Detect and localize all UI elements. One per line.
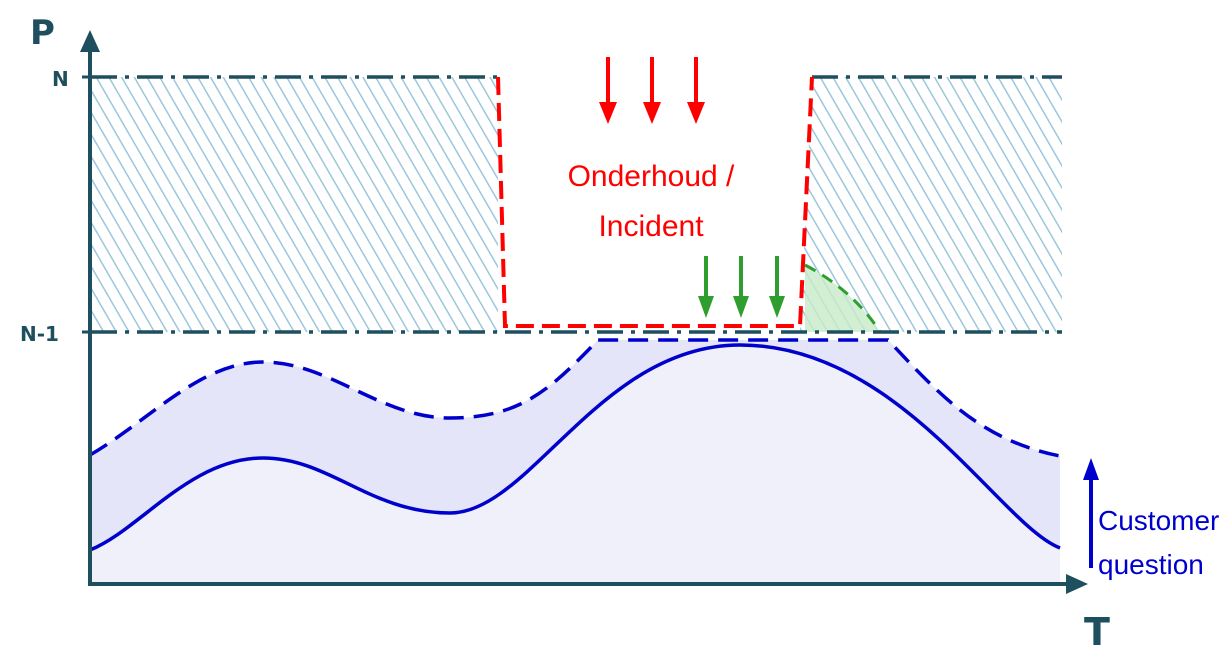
base-demand-curve	[89, 343, 1061, 552]
green-down-arrow-icon	[698, 256, 714, 318]
green-down-arrow-icon	[769, 256, 785, 318]
capacity-hatch-right	[800, 77, 1062, 332]
outage-outline	[496, 76, 814, 328]
y-axis-arrow-icon	[80, 30, 100, 52]
event-label-line2: Incident	[598, 210, 704, 243]
blue-up-arrow-icon	[1083, 458, 1099, 568]
x-axis-arrow-icon	[1066, 574, 1088, 594]
green-down-arrow-icon	[733, 256, 749, 318]
red-down-arrow-icon	[687, 57, 705, 124]
customer-label-line1: Customer	[1098, 505, 1219, 536]
red-down-arrow-icon	[599, 57, 617, 124]
level-label-n: N	[52, 67, 69, 91]
recovery-curve	[804, 263, 882, 333]
x-axis-label: T	[1084, 610, 1110, 652]
recovery-wedge	[805, 265, 880, 332]
capacity-hatch-left	[91, 77, 498, 332]
level-label-n-minus-1: N-1	[20, 322, 59, 346]
base-demand-fill	[90, 345, 1060, 582]
event-label-line1: Onderhoud /	[568, 160, 735, 193]
red-down-arrow-icon	[643, 57, 661, 124]
y-axis-label: P	[30, 13, 55, 53]
customer-label-line2: question	[1098, 549, 1204, 580]
demand-band	[90, 340, 1060, 550]
peak-demand-curve	[89, 338, 1061, 458]
